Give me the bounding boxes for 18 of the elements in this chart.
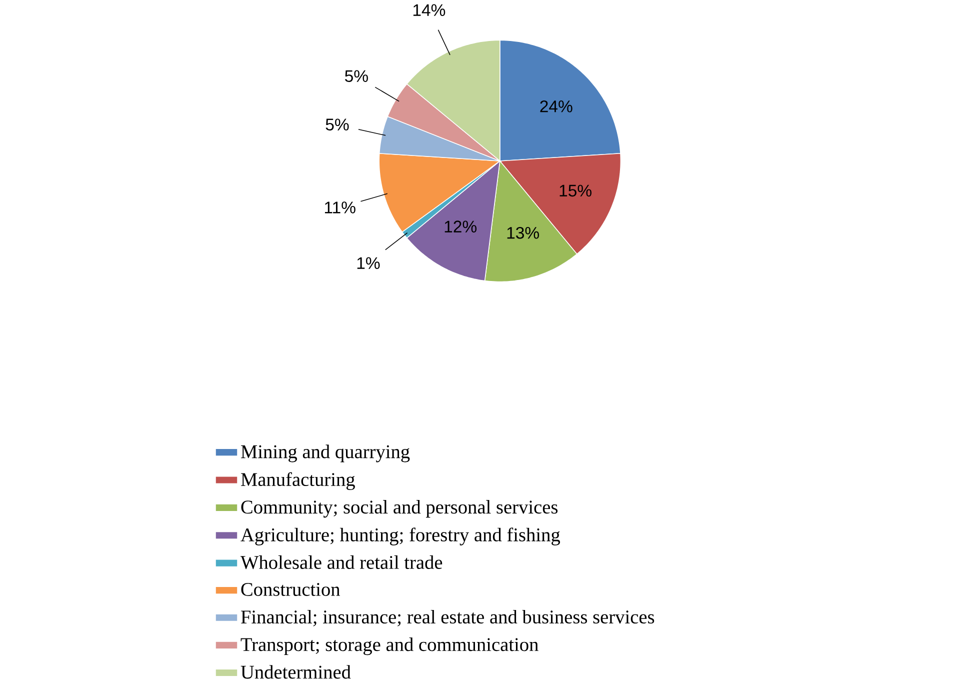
legend-label: Wholesale and retail trade: [240, 555, 442, 569]
data-label: 11%: [324, 201, 356, 214]
data-label: 24%: [540, 100, 572, 112]
data-label: 14%: [413, 4, 446, 16]
legend-label: Mining and quarrying: [241, 444, 410, 462]
legend-label: Financial; insurance; real estate and business services: [241, 610, 654, 626]
data-label: 13%: [507, 226, 539, 239]
data-label: 5%: [326, 118, 349, 130]
legend-label: Construction: [241, 582, 340, 596]
data-label: 12%: [444, 220, 477, 232]
legend-label: Transport; storage and communication: [240, 637, 538, 655]
data-label: 1%: [357, 257, 380, 269]
legend-label: Community; social and personal services: [241, 500, 558, 518]
legend-label: Agriculture; hunting; forestry and fishing: [240, 527, 560, 546]
data-label: 5%: [345, 70, 368, 82]
legend-label: Manufacturing: [241, 472, 355, 490]
data-label: 15%: [560, 184, 592, 196]
legend-label: Undetermined: [240, 664, 351, 679]
